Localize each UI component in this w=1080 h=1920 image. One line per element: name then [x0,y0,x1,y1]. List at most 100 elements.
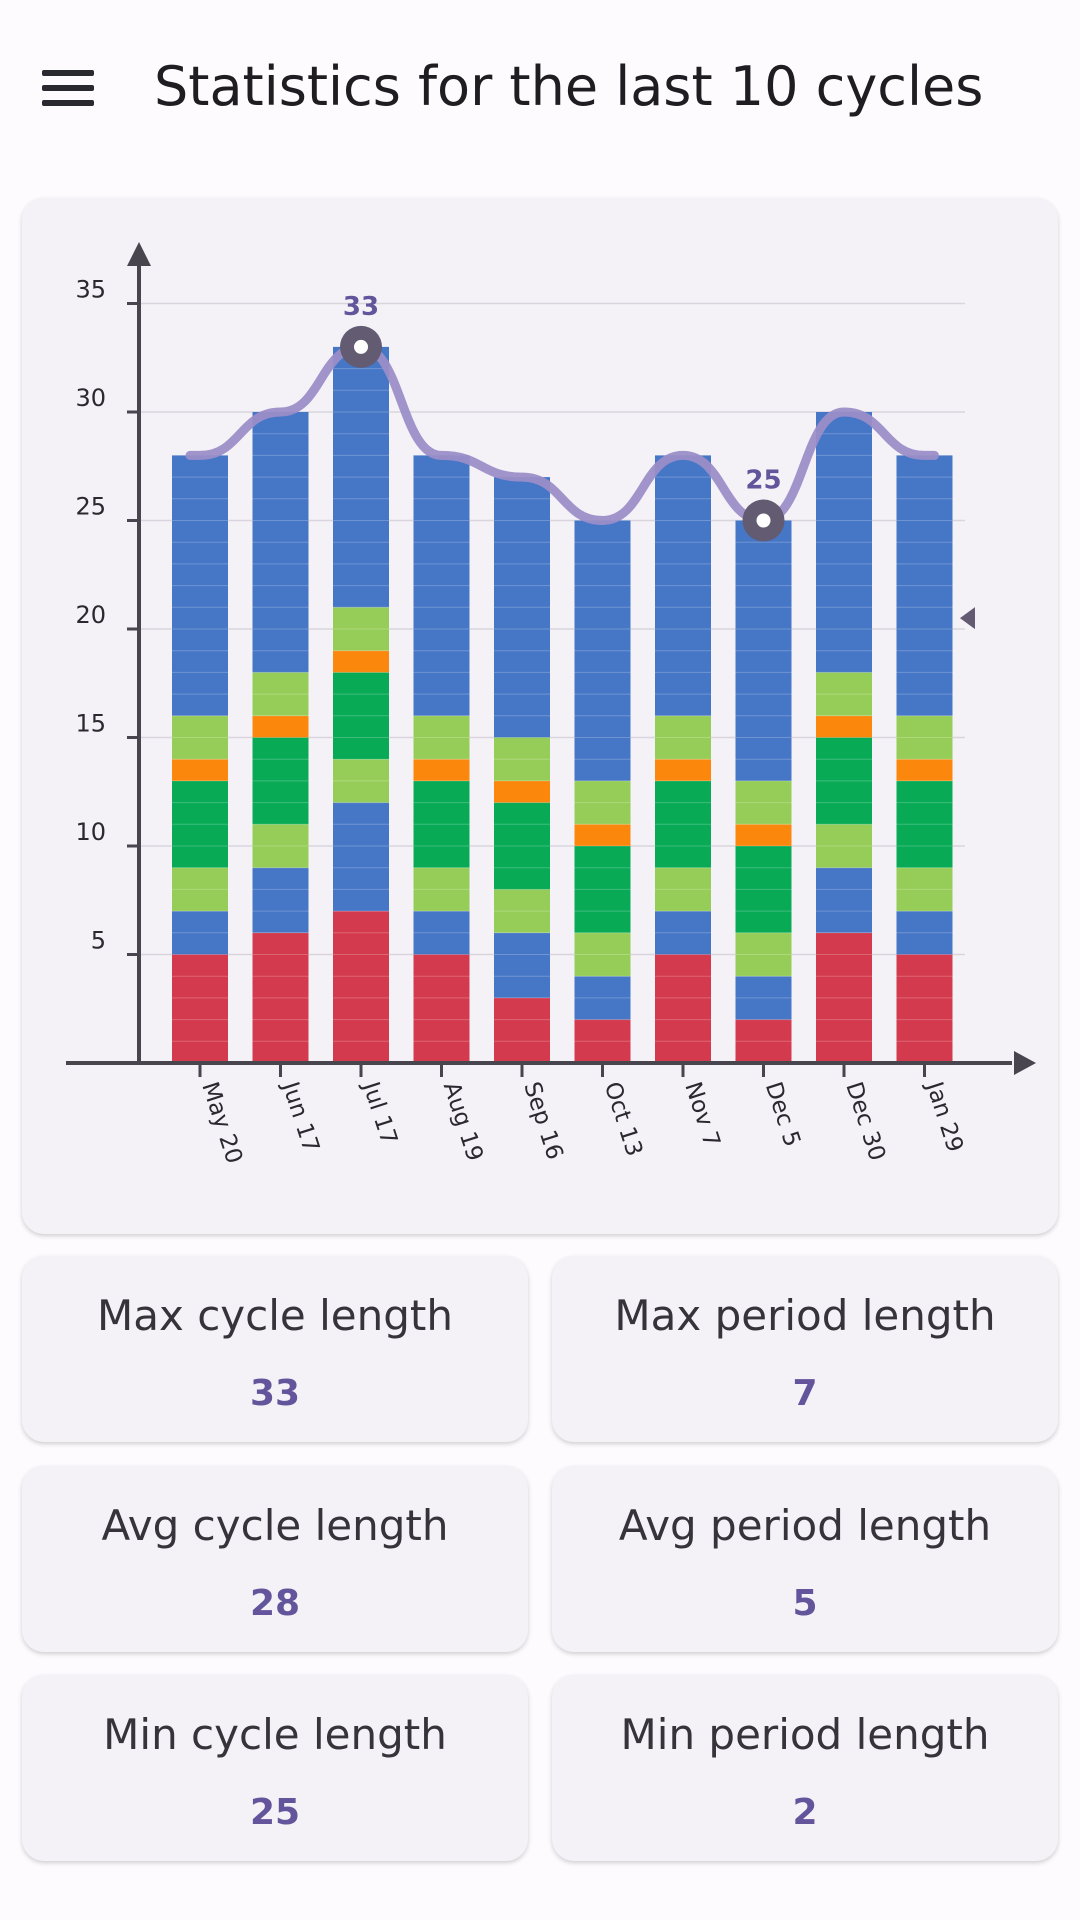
bar-segment-normal [172,911,228,955]
y-tick-label: 35 [75,276,106,304]
bar-segment-period [574,1019,631,1063]
cycle-chart-card: 5 10 15 20 25 30 35 May 20 Jun 17 Jul 17 Aug 19 Sep… [22,198,1058,1234]
bar-segment-normal [735,520,792,781]
bar-segment-normal [413,911,470,955]
x-tick-label: May 20 [196,1079,247,1167]
bar-segment-light_green [413,867,470,912]
bar-segment-period [413,954,470,1063]
bar-segment-orange [333,650,389,673]
bar-segment-light_green [896,715,953,760]
y-tick-label: 15 [75,710,106,738]
bar-segment-normal [655,455,711,716]
bar-segment-light_green [333,607,389,651]
y-tick-label: 30 [75,384,106,412]
bar-segment-period [494,997,550,1063]
x-tick-label: Dec 5 [760,1079,805,1150]
stat-value: 25 [249,1792,301,1833]
x-tick-label: Sep 16 [518,1079,567,1163]
bar-segment-light_green [252,672,309,716]
trend-line [185,342,939,526]
x-tick-label: Oct 13 [599,1079,647,1160]
bar-segment-light_green [816,824,872,868]
bar-segment-normal [896,911,953,955]
bar-segment-light_green [172,867,228,912]
stat-value: 7 [792,1373,818,1414]
highlight-label: 25 [745,466,781,496]
bar-segment-normal [494,932,550,998]
stat-label: Min period length [620,1710,990,1759]
bar-segment-green [896,780,953,868]
y-tick-label: 5 [91,927,106,955]
x-tick-label: Jul 17 [357,1077,402,1148]
bar-segment-normal [655,911,711,955]
bar-segment-orange [574,824,631,846]
x-tick-label: Dec 30 [840,1079,890,1164]
bar-segment-period [816,932,872,1063]
bar-segment-light_green [574,780,631,825]
bar-segment-orange [494,780,550,803]
bar-segment-green [816,737,872,825]
stat-value: 5 [792,1583,818,1624]
bar-segment-orange [896,759,953,781]
max-period-length-card: Max period length 7 [552,1256,1058,1442]
x-tick-label: Jan 29 [920,1077,968,1155]
bar-segment-light_green [655,867,711,912]
bar-segment-orange [252,715,309,738]
bar-segment-light_green [816,672,872,716]
bar-segment-normal [333,802,389,912]
bar-segment-light_green [574,932,631,977]
y-axis-arrow [127,242,151,266]
stat-label: Avg period length [618,1501,992,1550]
bar-segment-light_green [735,932,792,977]
highlight-label: 33 [343,292,379,322]
bar-segment-period [735,1019,792,1063]
bar-segment-normal [252,867,309,933]
bar-segment-light_green [333,759,389,803]
bar-segment-normal [816,412,872,673]
bar-segment-green [735,846,792,933]
stat-label: Avg cycle length [101,1501,449,1550]
bar-segment-normal [574,520,631,781]
max-cycle-length-card: Max cycle length 33 [22,1256,528,1442]
bar-segment-light_green [494,889,550,933]
bar-segment-light_green [252,824,309,868]
bar-segment-normal [413,455,470,716]
bar-segment-green [252,737,309,825]
bar-segment-green [494,802,550,890]
bar-segment-normal [896,455,953,716]
bar-segment-orange [816,715,872,738]
x-axis-arrow [1014,1051,1036,1075]
bar-segment-green [172,780,228,868]
bar-segment-normal [494,477,550,738]
y-tick-label: 20 [75,601,106,629]
bar-segment-green [655,780,711,868]
bar-segment-period [896,954,953,1063]
y-tick-label: 25 [75,493,106,521]
bar-segment-light_green [655,715,711,760]
bar-segment-orange [735,824,792,846]
bar-segment-period [333,911,389,1063]
bar-segment-period [252,932,309,1063]
bar-segment-period [172,954,228,1063]
bar-segment-normal [333,346,389,608]
stat-value: 2 [792,1792,818,1833]
bar-segment-normal [574,976,631,1020]
stat-value: 33 [249,1373,301,1414]
stat-label: Max period length [614,1291,996,1340]
hamburger-menu-icon[interactable] [42,58,112,118]
bar-segment-orange [413,759,470,781]
bar-segment-normal [735,976,792,1020]
bar-segment-light_green [494,737,550,781]
page-title: Statistics for the last 10 cycles [154,55,984,118]
x-tick-label: Nov 7 [679,1079,724,1151]
bar-segment-period [655,954,711,1063]
y-tick-label: 10 [75,818,106,846]
min-cycle-length-card: Min cycle length 25 [22,1675,528,1861]
cycle-stacked-bar-chart[interactable]: 5 10 15 20 25 30 35 May 20 Jun 17 Jul 17 Aug 19 Sep… [22,198,1058,1234]
stat-label: Max cycle length [97,1291,453,1340]
stat-value: 28 [249,1583,301,1624]
app-bar: Statistics for the last 10 cycles [0,0,1080,180]
bar-segment-light_green [172,715,228,760]
x-tick-label: Aug 19 [438,1079,488,1165]
avg-period-length-card: Avg period length 5 [552,1466,1058,1652]
